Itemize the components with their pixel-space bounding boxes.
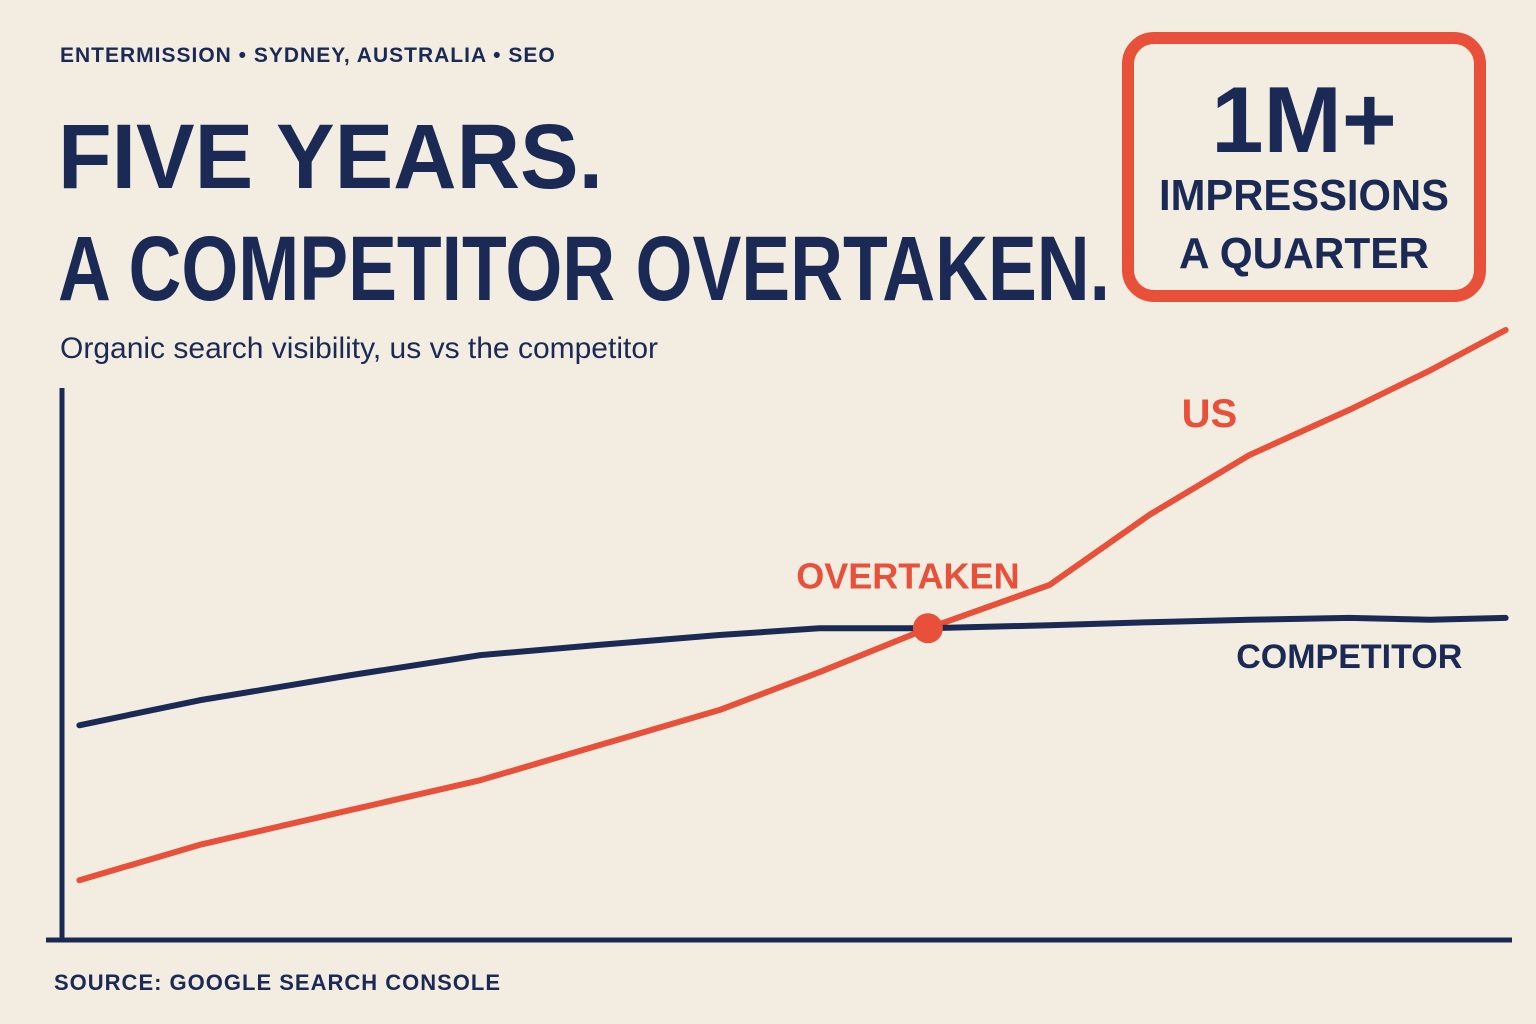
title-line: A COMPETITOR OVERTAKEN. [58,218,1110,320]
series-label: COMPETITOR [1236,638,1462,676]
stamp-frame [1122,32,1486,302]
stamp-text: IMPRESSIONS [1159,171,1449,220]
stamp-text: A QUARTER [1179,229,1429,278]
series-label: US [1182,392,1238,436]
source: SOURCE: GOOGLE SEARCH CONSOLE [54,970,501,995]
crossover-marker [912,613,943,644]
stamp-figure: 1M+ [1211,67,1396,172]
title-line: FIVE YEARS. [58,106,603,208]
series-line [76,614,1509,729]
annotation: OVERTAKEN [796,555,1019,596]
series-line [76,327,1509,884]
subtitle: Organic search visibility, us vs the com… [60,332,658,365]
kicker: ENTERMISSION • SYDNEY, AUSTRALIA • SEO [60,44,556,67]
